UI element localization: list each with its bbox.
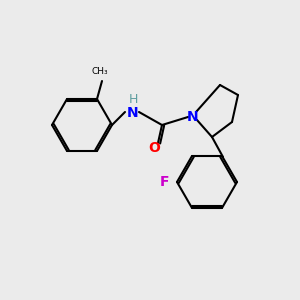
Text: F: F [160,175,169,189]
Text: N: N [187,110,199,124]
Text: N: N [127,106,139,120]
Text: CH₃: CH₃ [92,67,108,76]
Text: H: H [128,93,138,106]
Text: O: O [148,141,160,155]
